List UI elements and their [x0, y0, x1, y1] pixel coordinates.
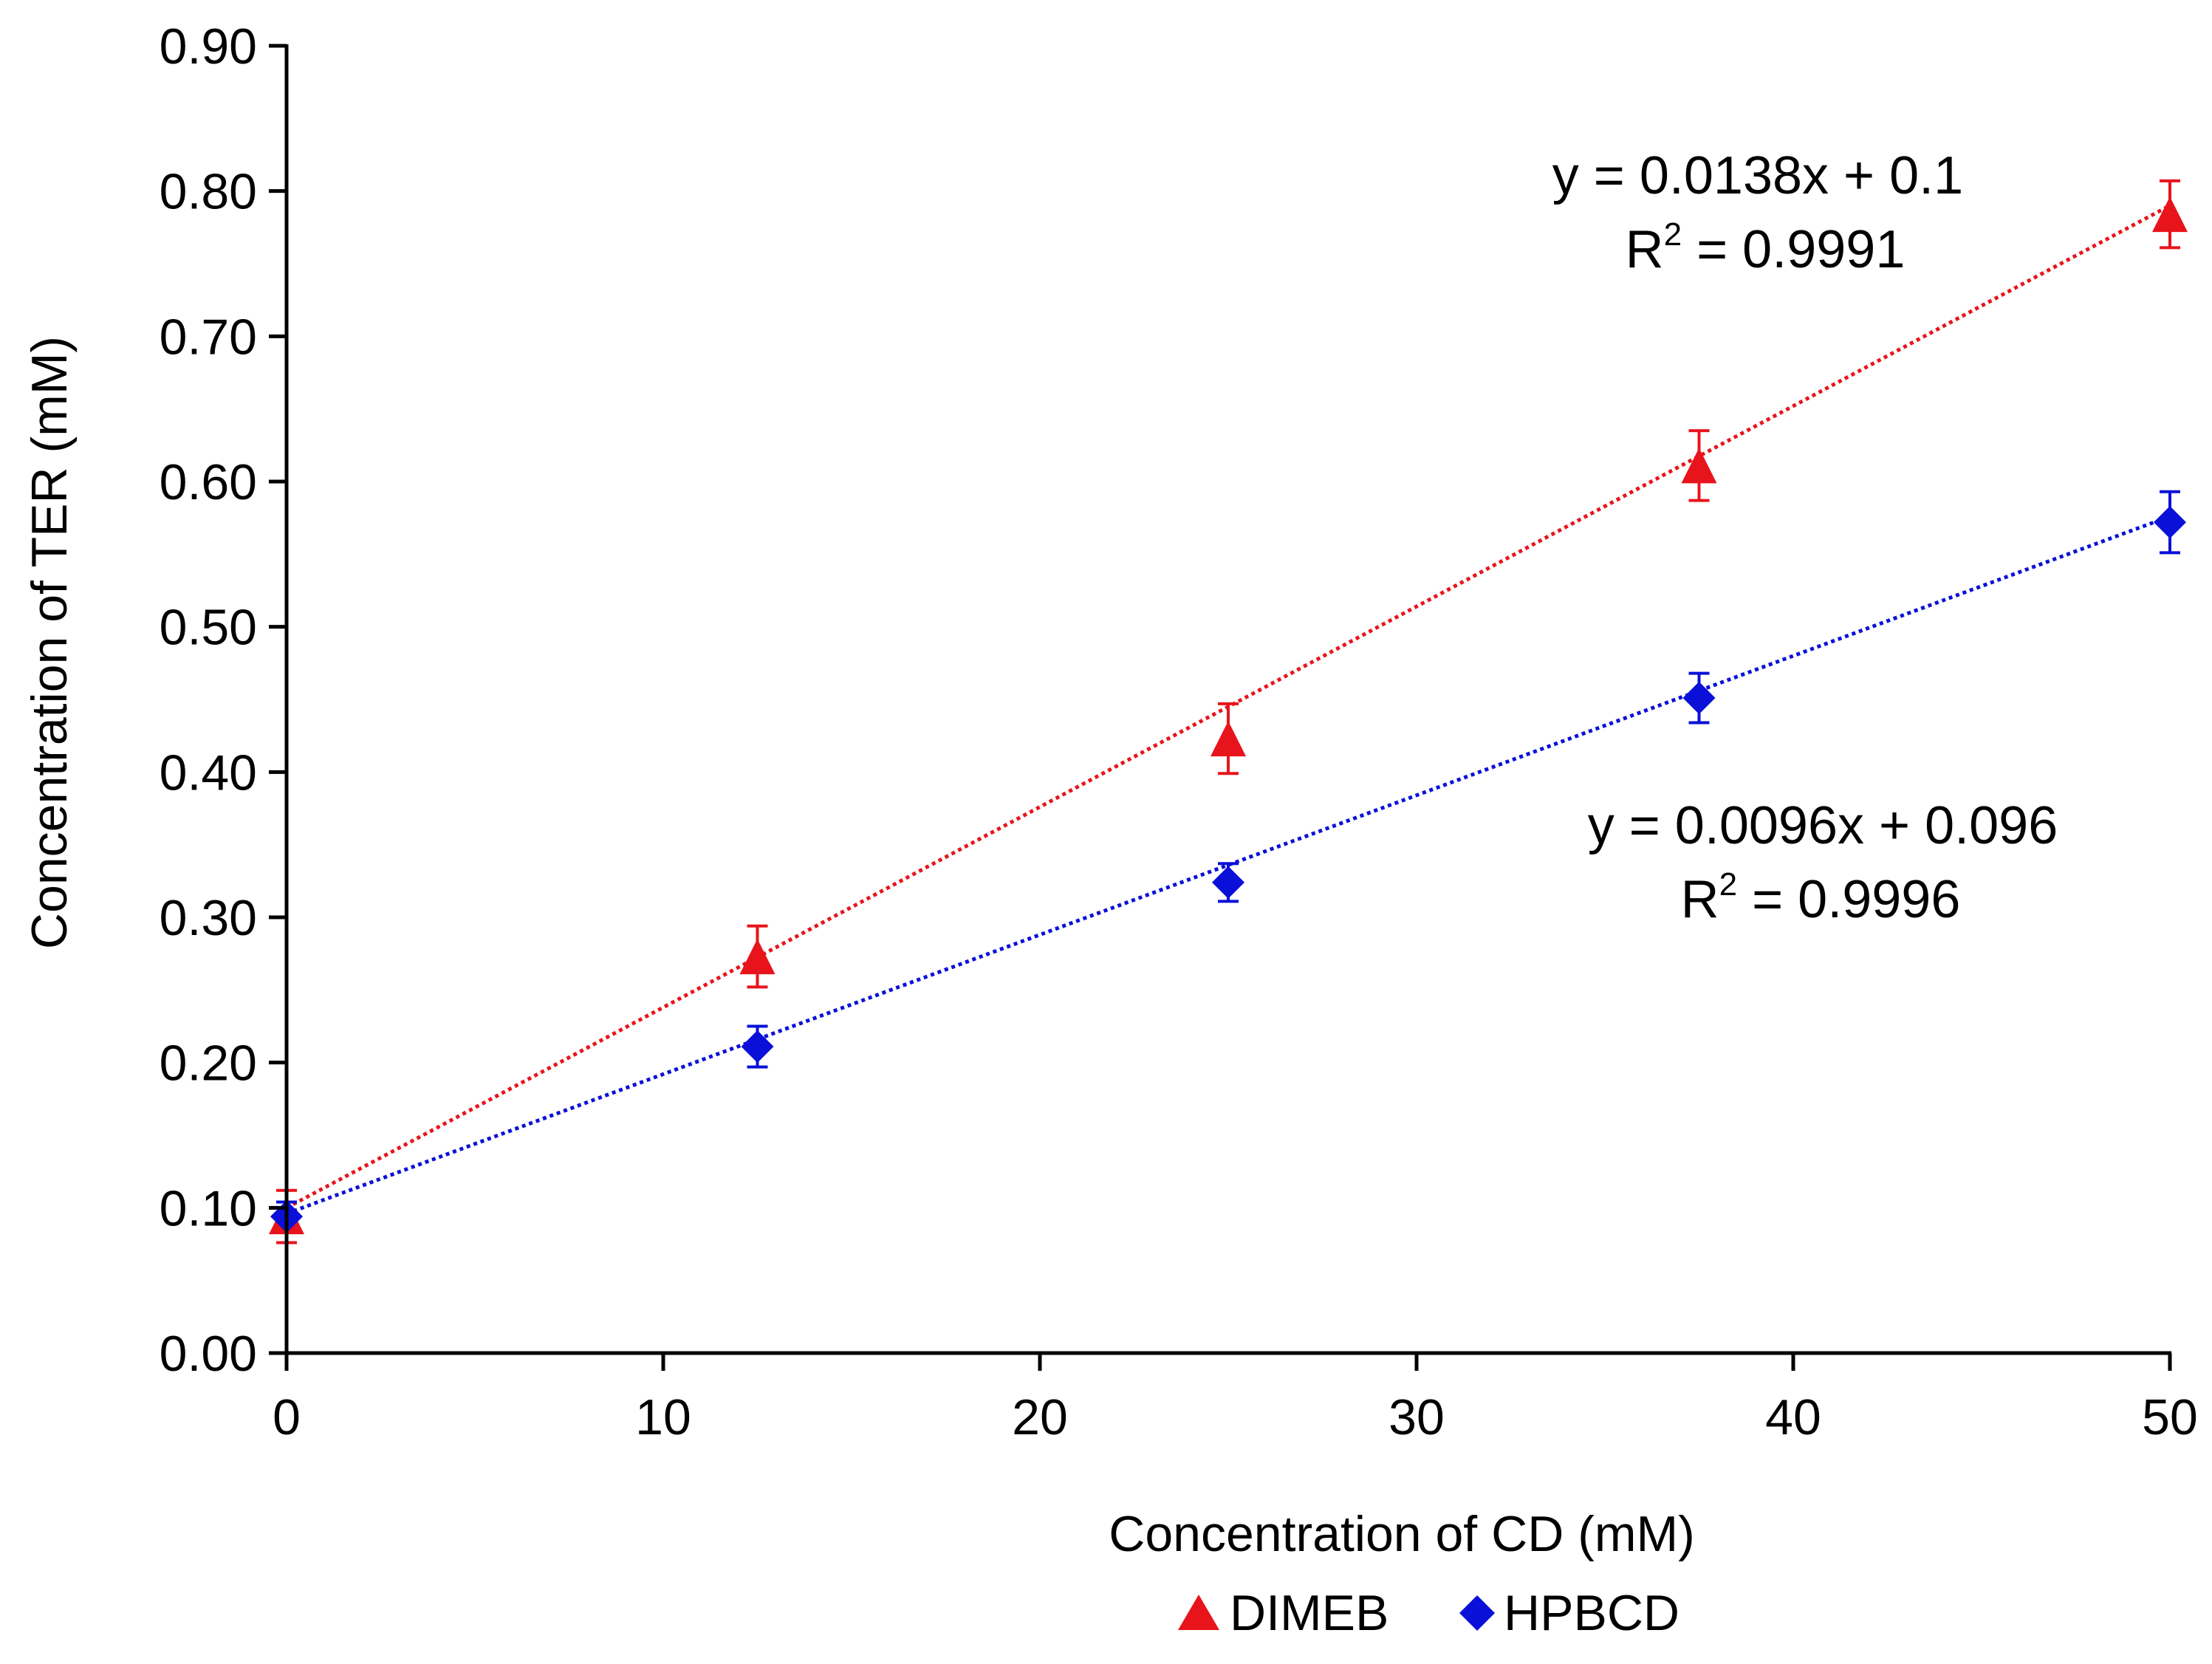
y-tick-label: 0.30 [160, 890, 257, 946]
axes [269, 44, 2172, 1371]
legend-label-dimeb: DIMEB [1230, 1585, 1389, 1641]
hpbcd-data-point [1212, 866, 1244, 899]
dimeb-data-point [2152, 196, 2188, 233]
hpbcd-equation: y = 0.0096x + 0.096 [1588, 796, 2058, 855]
error-bars [276, 179, 2180, 1244]
dimeb-r-squared: R2 = 0.9991 [1626, 216, 1905, 279]
x-tick-label: 0 [273, 1389, 301, 1445]
legend-marker-dimeb [1178, 1595, 1219, 1630]
hpbcd-data-point [741, 1030, 774, 1064]
y-tick-label: 0.20 [160, 1035, 257, 1092]
dimeb-data-point [1681, 448, 1717, 484]
hpbcd-r-squared: R2 = 0.9996 [1681, 866, 1961, 929]
y-tick-label: 0.70 [160, 309, 257, 365]
x-tick-label: 50 [2142, 1389, 2198, 1445]
x-tick-label: 30 [1389, 1389, 1445, 1445]
hpbcd-data-point [1682, 682, 1716, 715]
x-tick-label: 10 [635, 1389, 691, 1445]
hpbcd-trendline [286, 514, 2171, 1216]
y-tick-label: 0.90 [160, 18, 257, 75]
dimeb-data-point [1211, 721, 1246, 757]
y-tick-label: 0.10 [160, 1180, 257, 1236]
y-axis-title: Concentration of TER (mM) [21, 336, 78, 949]
y-tick-label: 0.40 [160, 744, 257, 801]
y-tick-label: 0.00 [160, 1326, 257, 1382]
y-tick-label: 0.80 [160, 164, 257, 220]
x-axis-title: Concentration of CD (mM) [1109, 1506, 1695, 1562]
x-tick-label: 40 [1765, 1389, 1821, 1445]
x-tick-label: 20 [1012, 1389, 1068, 1445]
dimeb-data-point [739, 939, 775, 975]
legend-marker-hpbcd [1459, 1595, 1495, 1631]
legend-label-hpbcd: HPBCD [1504, 1585, 1679, 1641]
y-tick-label: 0.60 [160, 454, 257, 510]
dimeb-equation: y = 0.0138x + 0.1 [1552, 146, 1963, 205]
legend: DIMEB HPBCD [1178, 1585, 1679, 1641]
hpbcd-data-point [2154, 506, 2186, 539]
y-tick-label: 0.50 [160, 600, 257, 656]
tick-labels: 0.00 0.10 0.20 0.30 0.40 0.50 0.60 0.70 0.80 0.90… [160, 18, 2198, 1445]
